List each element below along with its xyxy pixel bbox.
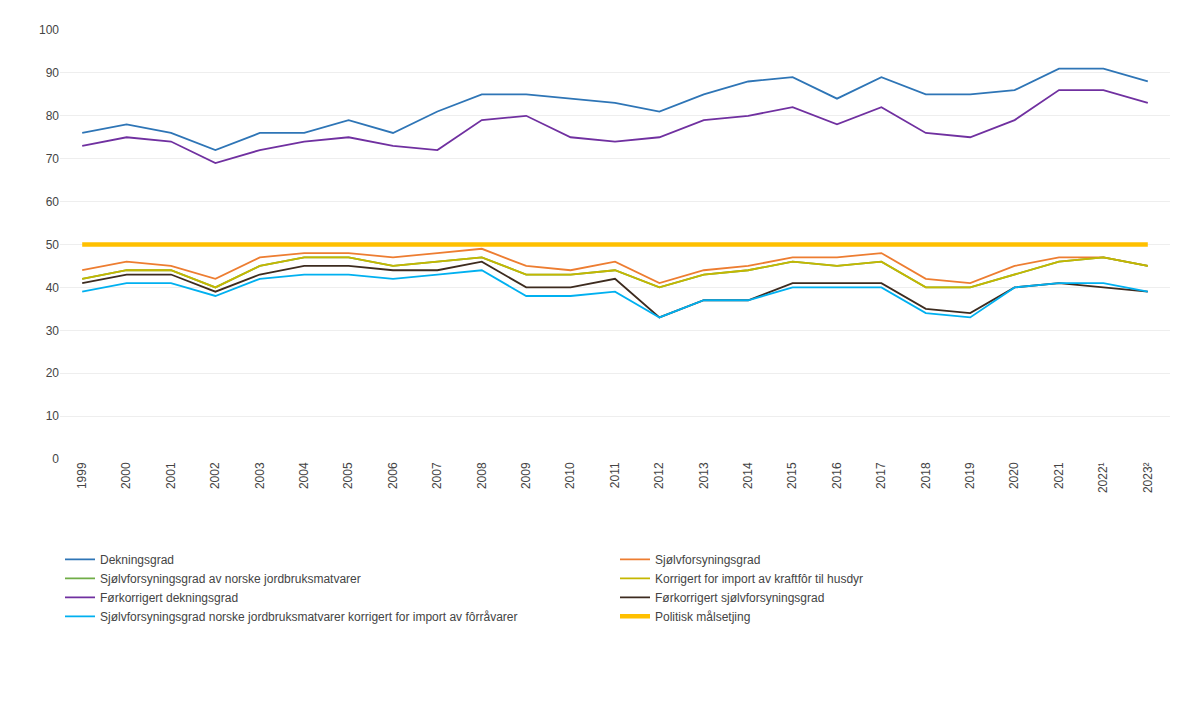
svg-text:2007: 2007 [430,462,444,489]
svg-text:2019: 2019 [963,462,977,489]
svg-text:100: 100 [39,23,59,37]
svg-text:2001: 2001 [164,462,178,489]
svg-text:90: 90 [46,66,60,80]
svg-text:2023²: 2023² [1141,462,1155,493]
svg-text:2017: 2017 [874,462,888,489]
svg-text:10: 10 [46,409,60,423]
svg-text:Dekningsgrad: Dekningsgrad [100,553,174,567]
svg-text:2006: 2006 [386,462,400,489]
svg-text:2020: 2020 [1008,462,1022,489]
svg-text:2016: 2016 [830,462,844,489]
svg-text:Førkorrigert sjølvforsyningsgr: Førkorrigert sjølvforsyningsgrad [655,591,824,605]
svg-text:Korrigert for import av kraftf: Korrigert for import av kraftfôr til hus… [655,572,863,586]
svg-text:2022¹: 2022¹ [1096,462,1110,493]
svg-text:2000: 2000 [120,462,134,489]
svg-text:2014: 2014 [741,462,755,489]
svg-text:1999: 1999 [75,462,89,489]
svg-text:2010: 2010 [564,462,578,489]
svg-text:2011: 2011 [608,462,622,488]
svg-text:2021: 2021 [1052,462,1066,489]
svg-text:2009: 2009 [519,462,533,489]
svg-text:Førkorrigert dekningsgrad: Førkorrigert dekningsgrad [100,591,238,605]
svg-text:2018: 2018 [919,462,933,489]
svg-text:30: 30 [46,324,60,338]
svg-text:2015: 2015 [786,462,800,489]
svg-text:2008: 2008 [475,462,489,489]
svg-text:2012: 2012 [652,462,666,489]
svg-text:2004: 2004 [297,462,311,489]
svg-text:80: 80 [46,109,60,123]
svg-text:0: 0 [52,452,59,466]
svg-text:50: 50 [46,238,60,252]
svg-text:Sjølvforsyningsgrad norske jor: Sjølvforsyningsgrad norske jordbruksmatv… [100,610,517,624]
svg-text:20: 20 [46,366,60,380]
svg-text:2002: 2002 [208,462,222,489]
svg-text:Sjølvforsyningsgrad: Sjølvforsyningsgrad [655,553,760,567]
svg-text:40: 40 [46,281,60,295]
svg-text:70: 70 [46,152,60,166]
svg-text:2005: 2005 [342,462,356,489]
svg-text:2003: 2003 [253,462,267,489]
svg-text:60: 60 [46,195,60,209]
svg-text:2013: 2013 [697,462,711,489]
svg-text:Sjølvforsyningsgrad av norske: Sjølvforsyningsgrad av norske jordbruksm… [100,572,361,586]
svg-text:Politisk målsetjing: Politisk målsetjing [655,610,750,624]
